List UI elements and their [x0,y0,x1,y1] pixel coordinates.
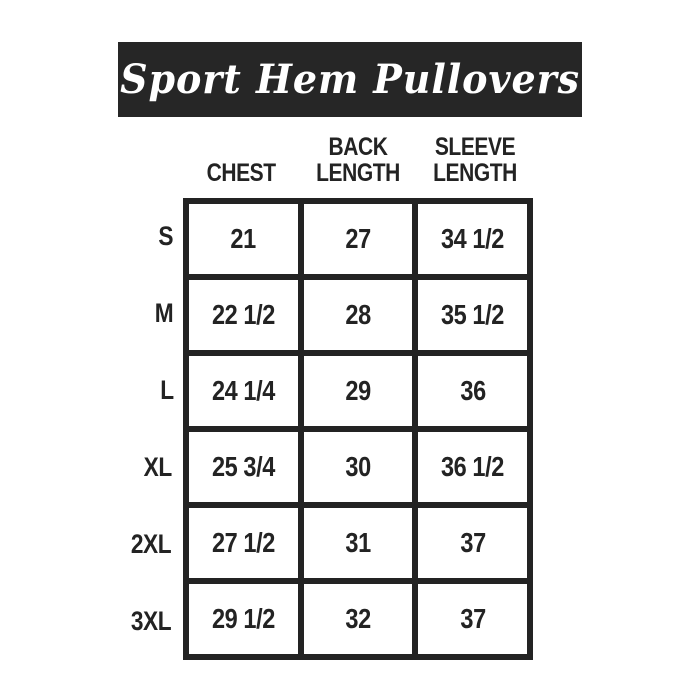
table-cell-3xl-back-length: 32 [303,584,413,654]
table-cell-s-sleeve-length: 34 1/2 [418,204,527,274]
cell-value: 29 [345,375,371,406]
title-banner: Sport Hem Pullovers [118,42,582,117]
row-label-text: S [158,221,174,251]
table-cell-xl-back-length: 30 [303,432,413,502]
cell-value: 28 [345,299,371,330]
row-labels: S M L XL 2XL 3XL [83,198,183,660]
column-header-chest: CHEST [183,124,300,192]
table-cell-m-sleeve-length: 35 1/2 [418,280,527,350]
column-header-label: CHEST [206,159,276,187]
cell-value: 25 3/4 [211,451,275,482]
table-cell-l-chest: 24 1/4 [189,356,298,426]
row-label-s: S [83,198,183,275]
cell-value: 35 1/2 [441,299,505,330]
cell-value: 30 [345,451,371,482]
cell-value: 31 [345,527,371,558]
table-cell-2xl-back-length: 31 [303,508,413,578]
cell-value: 29 1/2 [211,603,275,634]
table-cell-2xl-sleeve-length: 37 [418,508,527,578]
cell-value: 27 1/2 [211,527,275,558]
column-header-label: BACK LENGTH [316,133,400,187]
row-label-xl: XL [83,429,183,506]
cell-value: 34 1/2 [441,223,505,254]
column-header-label: SLEEVE LENGTH [432,133,517,187]
cell-value: 22 1/2 [211,299,275,330]
row-label-text: 3XL [130,606,172,636]
table-cell-m-chest: 22 1/2 [189,280,298,350]
cell-value: 27 [345,223,371,254]
cell-value: 37 [459,527,486,558]
page-title: Sport Hem Pullovers [120,55,580,103]
row-label-text: L [160,375,174,405]
table-cell-s-chest: 21 [189,204,298,274]
table-cell-l-back-length: 29 [303,356,413,426]
table-cell-s-back-length: 27 [303,204,413,274]
row-label-2xl: 2XL [83,506,183,583]
column-header-sleeve-length: SLEEVE LENGTH [416,124,533,192]
cell-value: 37 [459,603,486,634]
table-cell-xl-chest: 25 3/4 [189,432,298,502]
row-label-text: 2XL [130,529,172,559]
table-cell-xl-sleeve-length: 36 1/2 [418,432,527,502]
row-label-3xl: 3XL [83,583,183,660]
table-cell-3xl-chest: 29 1/2 [189,584,298,654]
table-cell-3xl-sleeve-length: 37 [418,584,527,654]
cell-value: 21 [230,223,257,254]
row-label-text: XL [144,452,173,482]
row-label-l: L [83,352,183,429]
row-label-m: M [83,275,183,352]
cell-value: 36 1/2 [441,451,505,482]
size-table: 21 27 34 1/2 22 1/2 28 35 1/2 24 1/4 29 … [183,198,533,660]
cell-value: 32 [345,603,371,634]
table-cell-l-sleeve-length: 36 [418,356,527,426]
table-cell-m-back-length: 28 [303,280,413,350]
cell-value: 36 [459,375,486,406]
table-cell-2xl-chest: 27 1/2 [189,508,298,578]
column-header-back-length: BACK LENGTH [300,124,417,192]
cell-value: 24 1/4 [211,375,275,406]
row-label-text: M [154,298,174,328]
column-headers: CHEST BACK LENGTH SLEEVE LENGTH [183,124,533,192]
